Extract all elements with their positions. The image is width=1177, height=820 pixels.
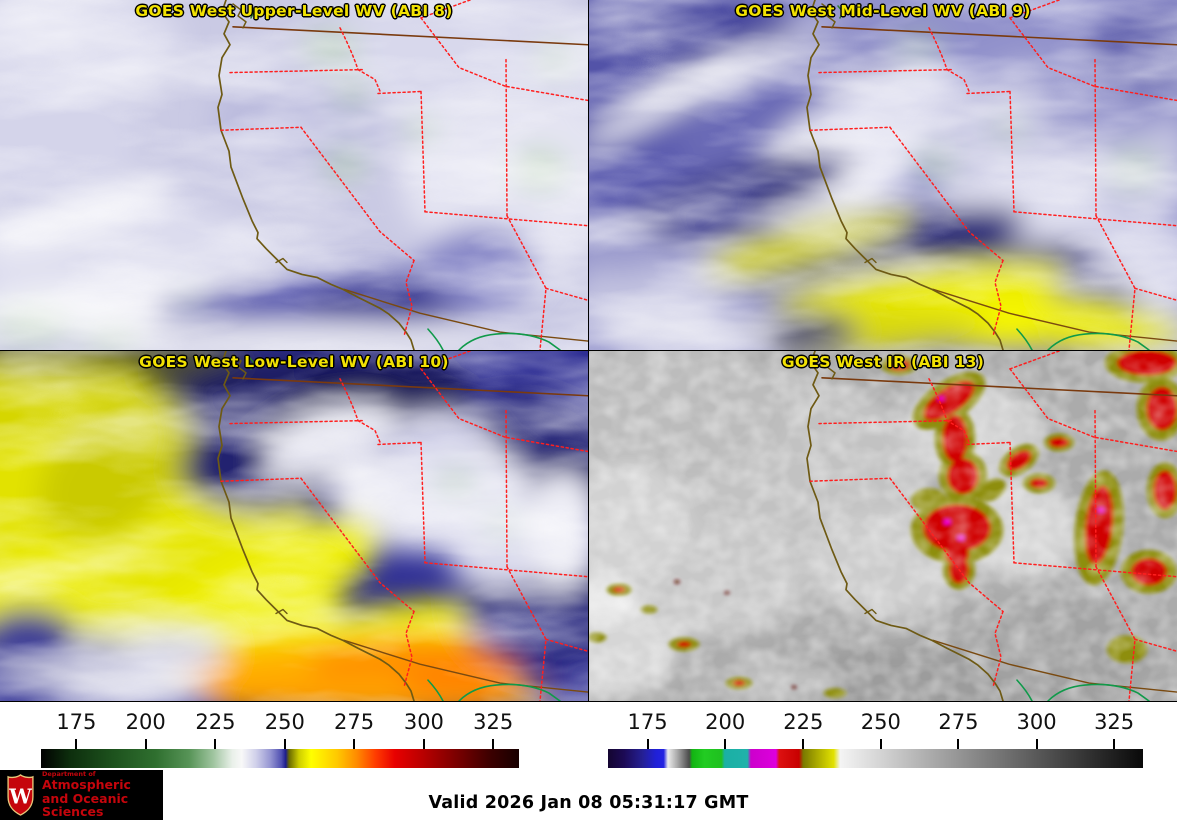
panel-abi8-upper-level-wv: GOES West Upper-Level WV (ABI 8): [0, 0, 588, 350]
colorbar-tick-label: 225: [783, 710, 824, 734]
colorbar-tick-label: 325: [1094, 710, 1135, 734]
wv-colorbar-gradient: [41, 749, 519, 768]
colorbar-tick-label: 250: [860, 710, 901, 734]
wv-colorbar: 175 200 225 250 275 300 325: [41, 702, 519, 770]
footer: W Department of Atmospheric and Oceanic …: [0, 770, 1177, 820]
panel-title-abi8: GOES West Upper-Level WV (ABI 8): [135, 2, 453, 20]
colorbar-tick-label: 275: [334, 710, 375, 734]
panel-title-abi10: GOES West Low-Level WV (ABI 10): [139, 353, 449, 371]
logo-line1: Atmospheric: [42, 777, 131, 793]
colorbar-tick: [144, 739, 147, 749]
colorbar-tick: [214, 739, 217, 749]
logo-dept-line: Department of: [42, 770, 96, 779]
colorbar-tick: [1035, 739, 1038, 749]
colorbar-tick: [1113, 739, 1116, 749]
colorbar-tick-label: 300: [403, 710, 444, 734]
aos-logo-text: Department of Atmospheric and Oceanic Sc…: [42, 771, 163, 819]
colorbar-tick: [802, 739, 805, 749]
colorbar-tick: [879, 739, 882, 749]
aos-logo: W Department of Atmospheric and Oceanic …: [0, 770, 163, 820]
colorbar-tick: [724, 739, 727, 749]
colorbar-tick-label: 175: [627, 710, 668, 734]
uw-crest-icon: W: [7, 774, 34, 816]
colorbar-tick-label: 200: [705, 710, 746, 734]
colorbar-tick-label: 275: [938, 710, 979, 734]
colorbar-tick: [492, 739, 495, 749]
colorbar-tick: [353, 739, 356, 749]
colorbar-tick: [957, 739, 960, 749]
panel-title-abi13: GOES West IR (ABI 13): [781, 353, 985, 371]
satellite-image-abi9: [589, 0, 1177, 350]
colorbar-band: 175 200 225 250 275 300 325 175 200 225 …: [0, 702, 1177, 770]
ir-colorbar-gradient: [608, 749, 1143, 768]
panel-title-abi9: GOES West Mid-Level WV (ABI 9): [735, 2, 1031, 20]
colorbar-tick: [283, 739, 286, 749]
satellite-image-abi13: [589, 351, 1177, 701]
panel-abi13-ir: GOES West IR (ABI 13): [589, 351, 1177, 701]
colorbar-tick-label: 200: [125, 710, 166, 734]
colorbar-tick-label: 225: [195, 710, 236, 734]
satellite-image-abi10: [0, 351, 588, 701]
satellite-image-abi8: [0, 0, 588, 350]
panel-abi10-low-level-wv: GOES West Low-Level WV (ABI 10): [0, 351, 588, 701]
valid-timestamp: Valid 2026 Jan 08 05:31:17 GMT: [428, 793, 749, 813]
logo-line2: and Oceanic Sciences: [42, 790, 129, 820]
panel-abi9-mid-level-wv: GOES West Mid-Level WV (ABI 9): [589, 0, 1177, 350]
colorbar-tick-label: 325: [473, 710, 514, 734]
colorbar-tick: [422, 739, 425, 749]
colorbar-tick: [646, 739, 649, 749]
colorbar-tick-label: 250: [264, 710, 305, 734]
uw-monogram: W: [8, 785, 32, 809]
ir-colorbar: 175 200 225 250 275 300 325: [608, 702, 1143, 770]
colorbar-tick-label: 175: [56, 710, 97, 734]
panel-grid: GOES West Upper-Level WV (ABI 8): [0, 0, 1177, 702]
colorbar-tick: [75, 739, 78, 749]
colorbar-tick-label: 300: [1016, 710, 1057, 734]
